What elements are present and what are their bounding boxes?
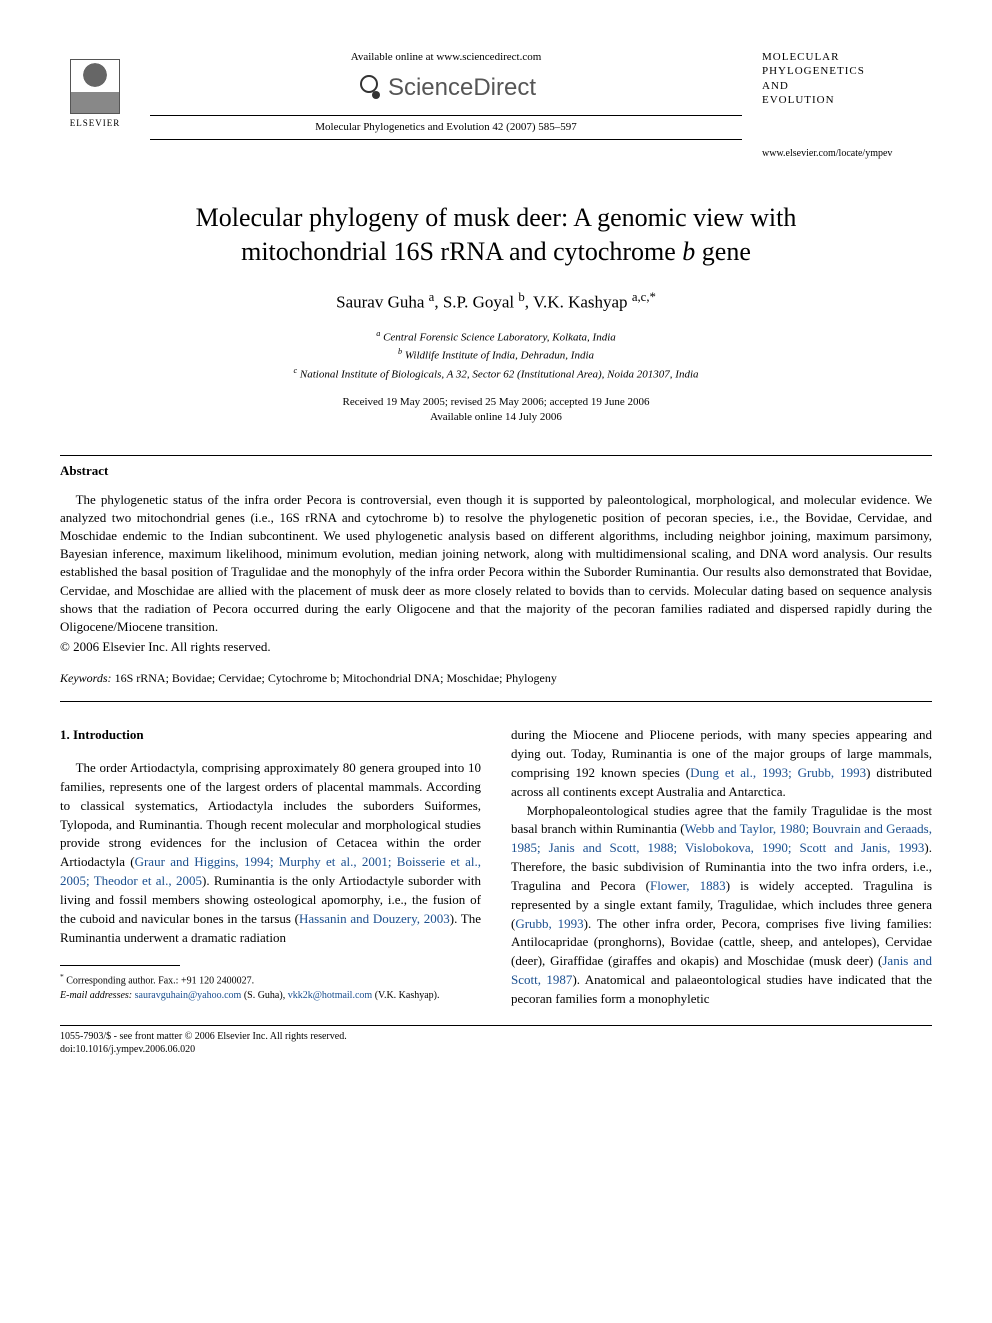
journal-url: www.elsevier.com/locate/ympev bbox=[762, 147, 932, 161]
footer: 1055-7903/$ - see front matter © 2006 El… bbox=[60, 1025, 932, 1056]
header-row: ELSEVIER Available online at www.science… bbox=[60, 50, 932, 161]
body-columns: 1. Introduction The order Artiodactyla, … bbox=[60, 726, 932, 1009]
abstract-heading: Abstract bbox=[60, 462, 932, 480]
keywords-label: Keywords: bbox=[60, 671, 112, 685]
sciencedirect-icon bbox=[356, 75, 382, 101]
intro-paragraph-1: The order Artiodactyla, comprising appro… bbox=[60, 759, 481, 947]
journal-reference: Molecular Phylogenetics and Evolution 42… bbox=[150, 120, 742, 135]
corresponding-author: * Corresponding author. Fax.: +91 120 24… bbox=[60, 972, 481, 988]
email-link[interactable]: vkk2k@hotmail.com bbox=[288, 990, 372, 1001]
email-link[interactable]: sauravguhain@yahoo.com bbox=[135, 990, 242, 1001]
sciencedirect-text: ScienceDirect bbox=[388, 71, 536, 105]
intro-paragraph-1-cont: during the Miocene and Pliocene periods,… bbox=[511, 726, 932, 801]
email-addresses: E-mail addresses: sauravguhain@yahoo.com… bbox=[60, 989, 481, 1003]
keywords: Keywords: 16S rRNA; Bovidae; Cervidae; C… bbox=[60, 670, 932, 687]
citation[interactable]: Grubb, 1993 bbox=[515, 916, 583, 931]
copyright: © 2006 Elsevier Inc. All rights reserved… bbox=[60, 638, 932, 656]
keywords-text: 16S rRNA; Bovidae; Cervidae; Cytochrome … bbox=[112, 671, 557, 685]
publisher-name: ELSEVIER bbox=[70, 117, 121, 130]
citation[interactable]: Dung et al., 1993; Grubb, 1993 bbox=[690, 765, 866, 780]
footnotes: * Corresponding author. Fax.: +91 120 24… bbox=[60, 972, 481, 1002]
column-left: 1. Introduction The order Artiodactyla, … bbox=[60, 726, 481, 1009]
center-header: Available online at www.sciencedirect.co… bbox=[130, 50, 762, 144]
abstract-text: The phylogenetic status of the infra ord… bbox=[60, 491, 932, 637]
intro-heading: 1. Introduction bbox=[60, 726, 481, 745]
authors: Saurav Guha a, S.P. Goyal b, V.K. Kashya… bbox=[60, 289, 932, 314]
issn-line: 1055-7903/$ - see front matter © 2006 El… bbox=[60, 1030, 932, 1043]
affiliations: a Central Forensic Science Laboratory, K… bbox=[60, 328, 932, 382]
citation[interactable]: Flower, 1883 bbox=[650, 878, 726, 893]
column-right: during the Miocene and Pliocene periods,… bbox=[511, 726, 932, 1009]
sciencedirect-logo: ScienceDirect bbox=[150, 71, 742, 105]
elsevier-logo: ELSEVIER bbox=[60, 50, 130, 130]
article-title: Molecular phylogeny of musk deer: A geno… bbox=[100, 201, 892, 269]
available-online-text: Available online at www.sciencedirect.co… bbox=[150, 50, 742, 65]
article-dates: Received 19 May 2005; revised 25 May 200… bbox=[60, 395, 932, 426]
citation[interactable]: Hassanin and Douzery, 2003 bbox=[299, 911, 450, 926]
right-header: MOLECULAR PHYLOGENETICS AND EVOLUTION ww… bbox=[762, 50, 932, 161]
intro-paragraph-2: Morphopaleontological studies agree that… bbox=[511, 802, 932, 1009]
elsevier-tree-icon bbox=[70, 59, 120, 114]
journal-name: MOLECULAR PHYLOGENETICS AND EVOLUTION bbox=[762, 50, 932, 107]
doi-line: doi:10.1016/j.ympev.2006.06.020 bbox=[60, 1043, 932, 1056]
